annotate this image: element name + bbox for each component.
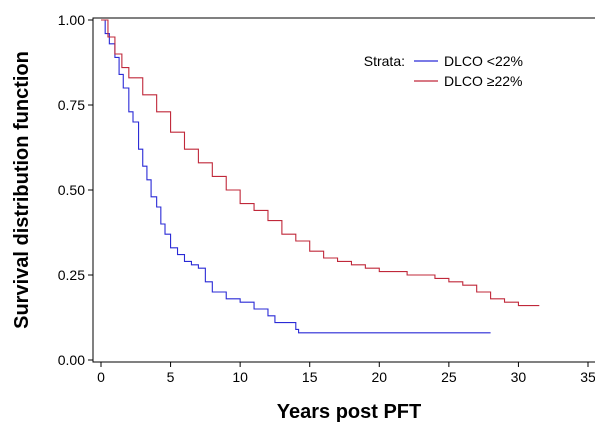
x-tick-label: 20 (371, 369, 387, 385)
y-tick-label: 1.00 (58, 12, 85, 28)
series-line-dlco-ge-22 (101, 19, 540, 307)
x-axis: 0 5 10 15 20 25 30 35 (97, 362, 595, 385)
y-axis-title: Survival distribution function (11, 51, 33, 329)
x-tick-label: 15 (302, 369, 318, 385)
x-tick-label: 5 (167, 369, 175, 385)
legend: Strata: DLCO <22% DLCO ≥22% (364, 53, 523, 89)
x-axis-title: Years post PFT (277, 401, 422, 423)
x-tick-label: 10 (232, 369, 248, 385)
x-tick-label: 35 (580, 369, 595, 385)
x-tick-label: 30 (511, 369, 527, 385)
legend-title: Strata: (364, 53, 405, 69)
y-tick-label: 0.75 (58, 97, 85, 113)
y-axis: 0.00 0.25 0.50 0.75 1.00 (58, 12, 93, 368)
x-tick-label: 0 (97, 369, 105, 385)
y-tick-label: 0.00 (58, 352, 85, 368)
plot-area (92, 17, 595, 363)
y-tick-label: 0.25 (58, 267, 85, 283)
x-tick-label: 25 (441, 369, 457, 385)
series-line-dlco-lt-22 (101, 19, 491, 334)
legend-label-dlco-ge-22: DLCO ≥22% (444, 73, 523, 89)
plot-frame (92, 17, 595, 363)
series-layer (101, 19, 540, 334)
legend-label-dlco-lt-22: DLCO <22% (444, 53, 523, 69)
y-tick-label: 0.50 (58, 182, 85, 198)
